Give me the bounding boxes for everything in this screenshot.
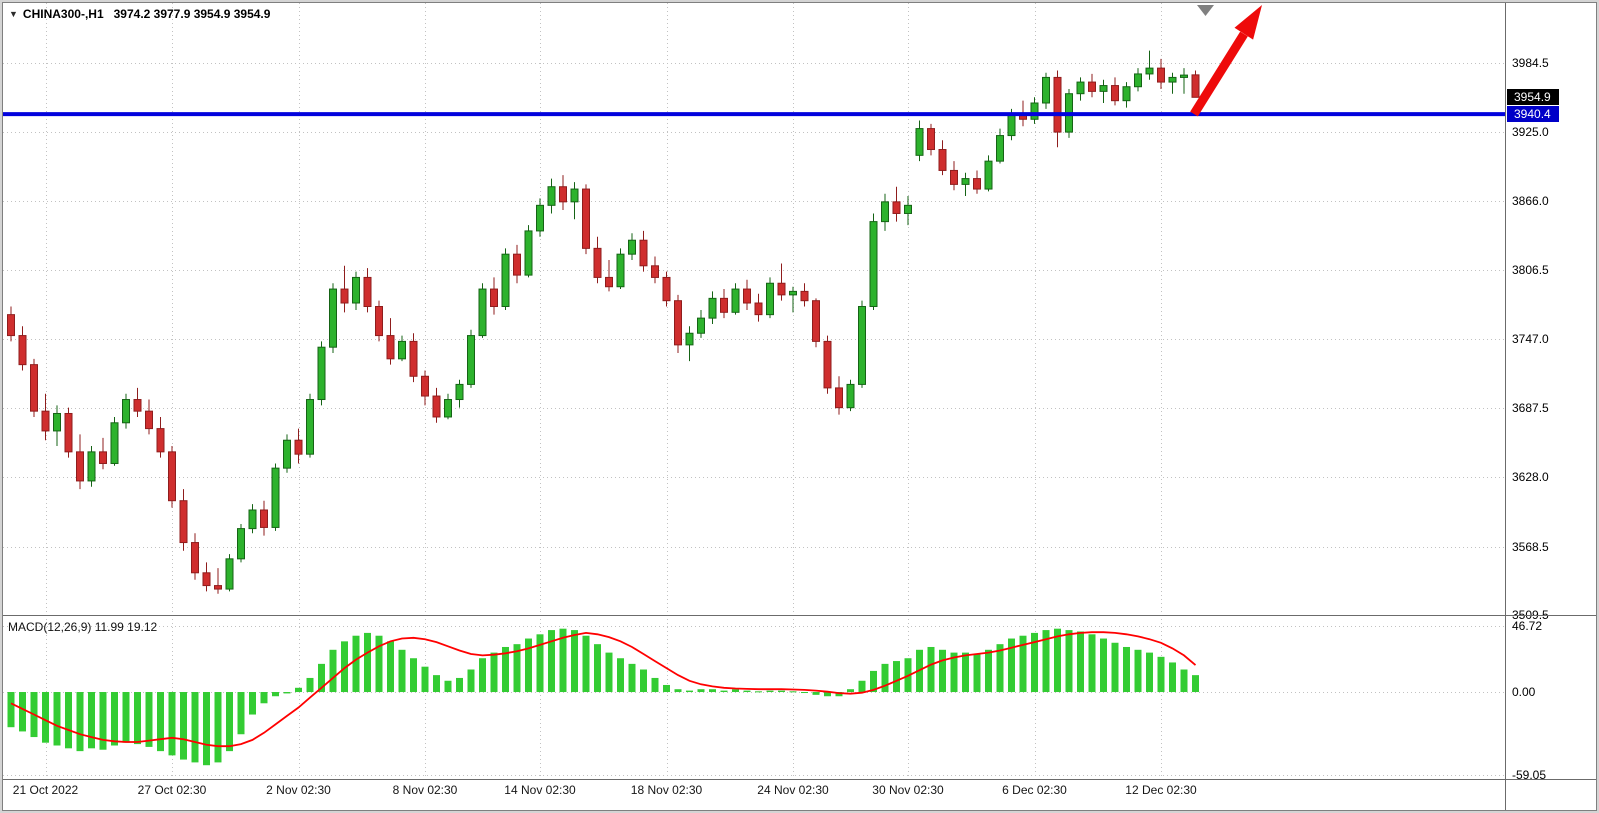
- time-tick-label: 18 Nov 02:30: [630, 783, 703, 797]
- symbol-marker-icon: ▼: [9, 9, 18, 19]
- time-tick-label: 2 Nov 02:30: [266, 783, 331, 797]
- price-tick-label: 3806.5: [1512, 262, 1549, 277]
- time-tick-label: 6 Dec 02:30: [1002, 783, 1067, 797]
- trend-arrow-icon[interactable]: [1190, 5, 1262, 117]
- time-tick-label: 30 Nov 02:30: [872, 783, 944, 797]
- ohlc-values: 3974.2 3977.9 3954.9 3954.9: [113, 7, 271, 21]
- candles: [7, 50, 1200, 594]
- symbol-name: CHINA300-,H1: [22, 7, 104, 21]
- time-tick-label: 27 Oct 02:30: [137, 783, 207, 797]
- time-tick-label: 14 Nov 02:30: [504, 783, 576, 797]
- time-axis-separator: [3, 779, 1596, 780]
- time-tick-label: 8 Nov 02:30: [392, 783, 458, 797]
- macd-indicator-label: MACD(12,26,9) 11.99 19.12: [8, 620, 158, 634]
- price-tick-label: 3568.5: [1512, 539, 1549, 554]
- panel-separator[interactable]: [3, 615, 1596, 616]
- macd-tick-label: 46.72: [1512, 619, 1543, 634]
- candlestick-chart-canvas[interactable]: [3, 3, 1505, 779]
- price-tick-label: 3747.0: [1512, 332, 1549, 347]
- hline-price-badge: 3940.4: [1507, 106, 1559, 123]
- object-anchor-icon[interactable]: [1197, 5, 1214, 16]
- time-tick-label: 24 Nov 02:30: [757, 783, 829, 797]
- macd-histogram: [7, 628, 1199, 766]
- time-tick-label: 12 Dec 02:30: [1125, 783, 1197, 797]
- macd-tick-label: -59.05: [1512, 768, 1547, 783]
- price-tick-label: 3628.0: [1512, 470, 1549, 485]
- macd-signal-line: [10, 631, 1197, 748]
- grid-lines: [3, 3, 1505, 779]
- symbol-ohlc-label: ▼ CHINA300-,H1 3974.2 3977.9 3954.9 3954.9: [9, 7, 270, 21]
- price-tick-label: 3866.0: [1512, 193, 1549, 208]
- macd-tick-label: 0.00: [1512, 685, 1536, 700]
- price-axis: 3954.9 3940.4 3984.5 3925.0 3866.0 3806.5 37…: [1505, 3, 1596, 810]
- chart-plot-area[interactable]: ▼ CHINA300-,H1 3974.2 3977.9 3954.9 3954.9…: [3, 3, 1505, 810]
- time-tick-label: 21 Oct 2022: [12, 783, 79, 797]
- price-tick-label: 3687.5: [1512, 401, 1549, 416]
- current-price-badge: 3954.9: [1507, 89, 1559, 106]
- price-tick-label: 3984.5: [1512, 55, 1549, 70]
- time-axis: 21 Oct 2022 27 Oct 02:30 2 Nov 02:30 8 Nov …: [3, 779, 1505, 810]
- price-tick-label: 3925.0: [1512, 125, 1549, 140]
